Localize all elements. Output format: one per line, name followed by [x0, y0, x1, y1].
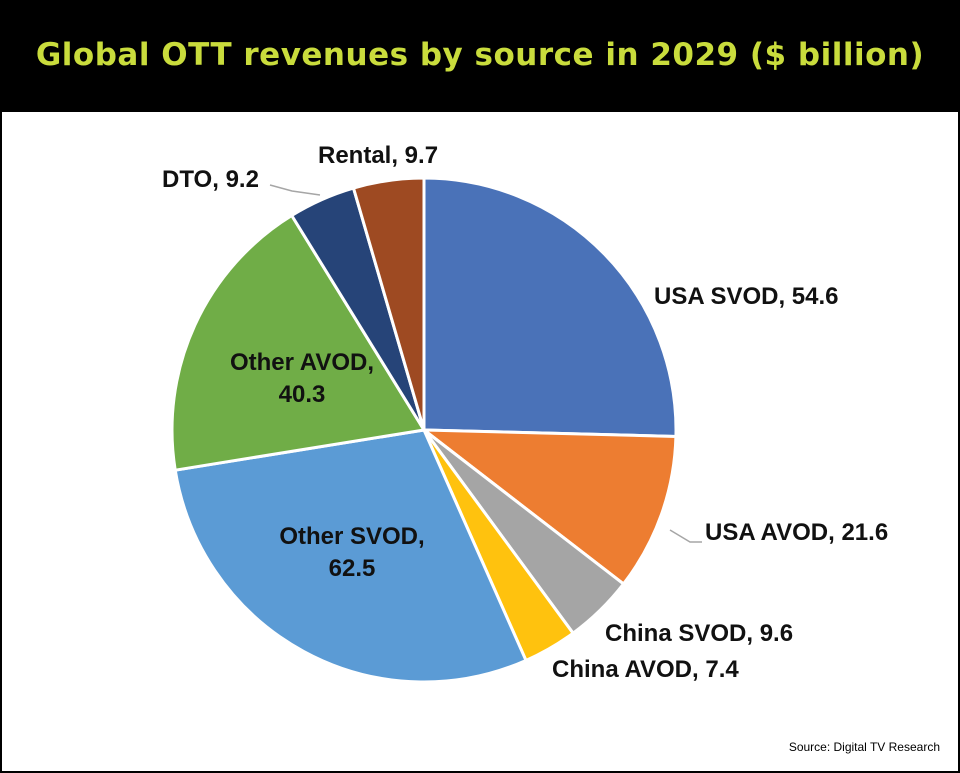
- data-label-other-svod: Other SVOD, 62.5: [279, 523, 424, 582]
- pie-chart: USA SVOD, 54.6 USA AVOD, 21.6 China SVOD, …: [162, 142, 888, 684]
- pie-slice-other-avod: [170, 213, 427, 472]
- data-label-dto: DTO, 9.2: [162, 166, 259, 193]
- chart-panel: USA SVOD, 54.6 USA AVOD, 21.6 China SVOD, …: [2, 112, 958, 771]
- data-label-china-avod: China AVOD, 7.4: [552, 656, 739, 683]
- pie-slice-other-svod: [173, 428, 528, 684]
- data-label-usa-svod: USA SVOD, 54.6: [654, 283, 839, 310]
- leader-line-dto: [269, 184, 321, 196]
- pie-slice-rental: [351, 176, 426, 431]
- chart-title: Global OTT revenues by source in 2029 ($…: [35, 37, 925, 73]
- pie-slice-usa-svod: [422, 176, 678, 438]
- leader-line-usa-avod: [669, 529, 702, 543]
- data-label-china-svod: China SVOD, 9.6: [605, 620, 793, 647]
- data-label-other-avod: Other AVOD, 40.3: [230, 349, 374, 408]
- pie-slice-usa-avod: [419, 428, 678, 587]
- source-note: Source: Digital TV Research: [788, 740, 940, 754]
- data-label-usa-avod: USA AVOD, 21.6: [705, 519, 888, 546]
- data-label-rental: Rental, 9.7: [318, 142, 438, 169]
